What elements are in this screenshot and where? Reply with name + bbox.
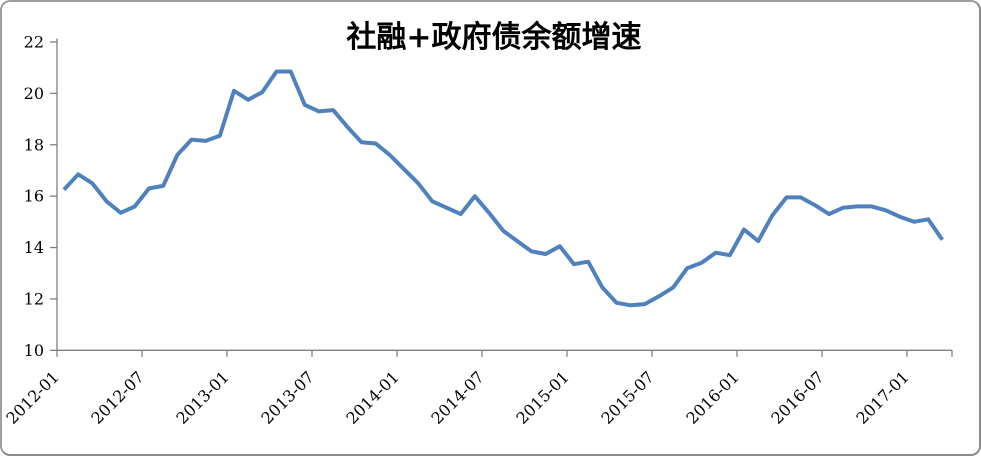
x-tick-label: 2013-01 xyxy=(172,367,232,427)
chart-title: 社融+政府债余额增速 xyxy=(346,20,641,55)
x-tick-label: 2012-07 xyxy=(87,367,147,427)
y-tick-label: 12 xyxy=(24,289,44,308)
x-tick-label: 2016-07 xyxy=(767,367,827,427)
y-tick-label: 18 xyxy=(24,135,44,154)
x-tick-label: 2016-01 xyxy=(682,367,742,427)
y-tick-label: 22 xyxy=(24,33,44,52)
x-tick-label: 2014-07 xyxy=(427,367,487,427)
x-tick-label: 2014-01 xyxy=(342,367,402,427)
x-tick-label: 2017-01 xyxy=(852,367,912,427)
y-tick-label: 10 xyxy=(24,341,44,360)
x-tick-label: 2012-01 xyxy=(2,367,62,427)
axis-labels: 10 12 14 16 18 20 22 2012-01 2012-07 2013-01 2013-… xyxy=(2,33,912,428)
axis-lines xyxy=(56,38,952,351)
x-tick-label: 2015-01 xyxy=(512,367,572,427)
data-series xyxy=(62,69,944,308)
y-tick-label: 16 xyxy=(24,187,44,206)
x-tick-label: 2013-07 xyxy=(257,367,317,427)
y-tick-label: 14 xyxy=(24,238,44,257)
x-tick-label: 2015-07 xyxy=(597,367,657,427)
axes xyxy=(50,38,953,357)
data-line xyxy=(62,69,944,308)
y-tick-label: 20 xyxy=(24,84,44,103)
